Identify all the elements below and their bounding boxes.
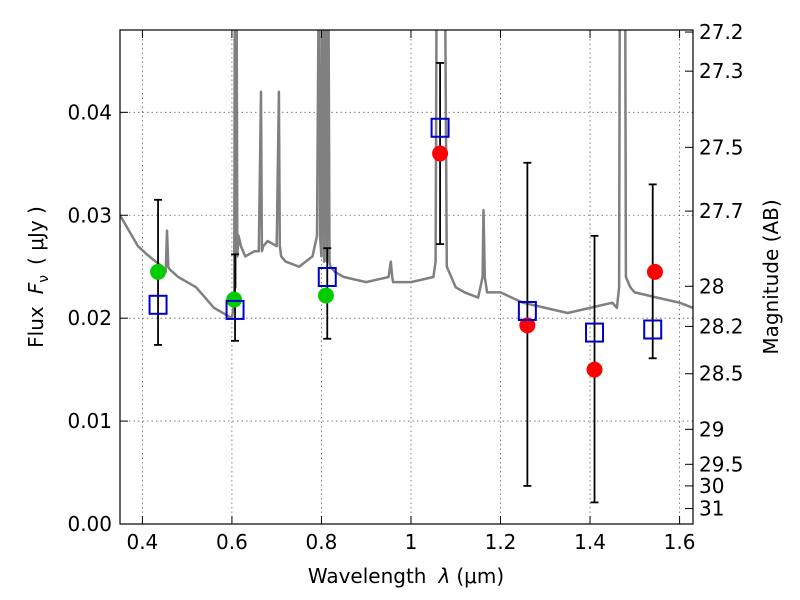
square-marker: [317, 267, 337, 287]
x-tick-label: 1: [405, 530, 418, 554]
axis-ticks: [120, 30, 693, 525]
circle-marker: [226, 291, 243, 308]
y2-tick-label: 27.7: [699, 199, 744, 223]
x-tick-label: 0.6: [216, 530, 248, 554]
y2-tick-label: 31: [699, 497, 724, 521]
x-tick-label: 0.4: [126, 530, 158, 554]
y2-tick-label: 27.3: [699, 59, 744, 83]
y2-tick-label: 29: [699, 417, 724, 441]
circle-marker: [519, 317, 536, 334]
x-tick-label: 0.8: [306, 530, 338, 554]
x-tick-label: 1.4: [574, 530, 606, 554]
x-axis-label: Wavelength λ (μm): [308, 564, 504, 588]
square-marker: [517, 300, 537, 321]
x-tick-label: 1.2: [485, 530, 517, 554]
circle-marker: [586, 361, 603, 378]
y2-axis-label: Magnitude (AB): [759, 199, 783, 354]
plot-frame: [119, 29, 694, 525]
y2-tick-label: 27.5: [699, 135, 744, 159]
tick-labels: 0.4 0.6 0.8 1 1.2 1.4 1.6 0.00 0.01 0.02 0.03 0.04 2…: [67, 20, 743, 554]
y2-tick-label: 28.2: [699, 314, 744, 338]
y-axis-label: FluxFν( μJy ): [24, 206, 52, 348]
y-tick-label: 0.01: [67, 409, 112, 433]
model-spectrum-line: [120, 30, 693, 320]
square-marker: [430, 117, 450, 138]
x-tick-label: 1.6: [664, 530, 696, 554]
y-tick-label: 0.02: [67, 306, 112, 330]
circle-marker: [317, 287, 334, 304]
circle-marker: [150, 263, 167, 280]
y2-tick-label: 30: [699, 474, 724, 498]
square-marker: [585, 322, 605, 343]
square-marker: [225, 299, 245, 320]
circle-marker: [432, 145, 449, 162]
square-marker: [643, 319, 663, 340]
y-tick-label: 0.04: [67, 100, 112, 124]
square-marker: [148, 294, 168, 315]
y2-tick-label: 28: [699, 274, 724, 298]
data-markers: [148, 117, 663, 378]
grid-lines: [120, 30, 693, 525]
model-spectrum: [120, 30, 693, 320]
y-tick-label: 0.00: [67, 512, 112, 536]
y2-tick-label: 27.2: [699, 20, 744, 44]
circle-marker: [646, 263, 663, 280]
y-tick-label: 0.03: [67, 203, 112, 227]
y2-tick-label: 29.5: [699, 452, 744, 476]
y2-tick-label: 28.5: [699, 362, 744, 386]
